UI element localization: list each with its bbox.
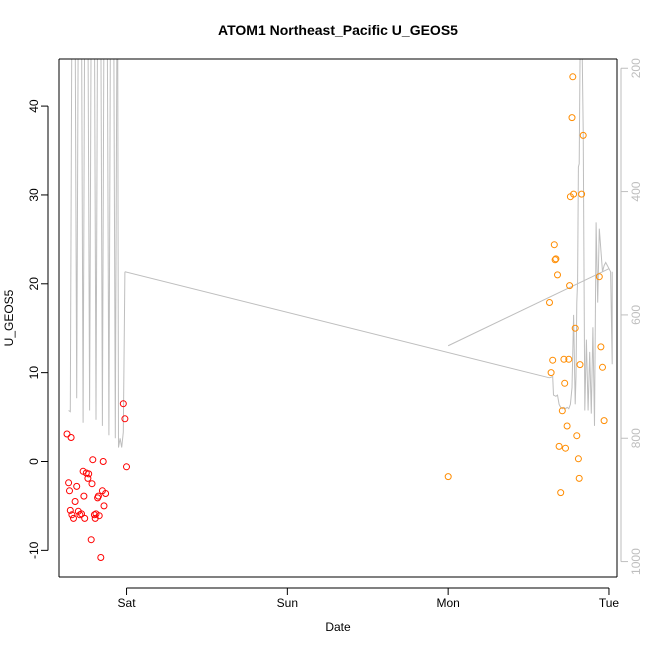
data-point-s2-12 — [560, 355, 568, 363]
x-axis-label: Date — [325, 620, 351, 634]
x-tick-label-2: Sun — [277, 596, 298, 610]
pressure-line-return — [447, 268, 610, 347]
x-tick-label-1: Sat — [118, 596, 137, 610]
data-point-s2-20 — [569, 73, 577, 81]
data-point-s1-3 — [66, 487, 73, 495]
data-point-s1-6 — [68, 511, 76, 519]
data-point-s2-27 — [578, 190, 586, 198]
data-point-s1-21 — [89, 456, 97, 464]
data-point-s2-23 — [573, 432, 581, 440]
pressure-line-segment-2 — [549, 59, 613, 426]
data-point-s1-33 — [119, 400, 127, 408]
data-point-s1-31 — [100, 502, 108, 510]
data-point-s2-3 — [547, 369, 555, 377]
data-point-s2-21 — [570, 190, 578, 198]
data-point-s1-8 — [71, 498, 79, 505]
data-point-s2-5 — [550, 241, 558, 249]
data-point-s1-20 — [88, 480, 96, 488]
data-point-s1-34 — [121, 415, 129, 423]
data-point-s2-9 — [555, 442, 563, 450]
data-point-s1-12 — [78, 510, 85, 518]
y2-tick-label-3: 600 — [629, 305, 643, 325]
data-point-s1-28 — [97, 554, 105, 561]
chart-title: ATOM1 Northeast_Pacific U_GEOS5 — [218, 22, 458, 38]
data-point-s2-19 — [568, 114, 576, 122]
y2-tick-label-5: 1000 — [629, 548, 643, 575]
y-tick-label-1: -10 — [27, 541, 41, 559]
data-point-s2-11 — [558, 407, 566, 415]
data-point-s2-8 — [554, 271, 561, 279]
data-point-s2-32 — [600, 417, 608, 425]
data-point-s1-32 — [102, 490, 110, 497]
data-point-s1-17 — [84, 474, 92, 482]
x-tick-label-4: Tue — [599, 596, 620, 610]
y-tick-label-4: 20 — [27, 277, 41, 291]
data-point-s2-1 — [444, 473, 452, 481]
data-point-s1-18 — [85, 470, 93, 478]
y-tick-label-5: 30 — [27, 188, 41, 202]
data-point-s1-5 — [66, 506, 74, 514]
data-point-s1-7 — [70, 514, 77, 522]
y2-tick-label-1: 200 — [629, 58, 643, 78]
data-point-s2-7 — [552, 255, 560, 263]
plot-area: -10 0 10 20 30 40 Sat Sun Mon Tue 200 400 600 800 1000 — [27, 58, 643, 610]
y-tick-label-2: 0 — [27, 458, 41, 465]
y-tick-label-3: 10 — [27, 366, 41, 380]
data-point-s2-17 — [566, 282, 574, 290]
data-point-s2-14 — [562, 444, 569, 452]
data-point-s2-15 — [563, 422, 571, 430]
data-point-s1-19 — [87, 536, 95, 544]
data-point-s2-29 — [595, 273, 603, 281]
x-tick-label-3: Mon — [436, 596, 459, 610]
pressure-line-segment-1 — [68, 59, 126, 448]
data-point-s1-4 — [67, 434, 75, 441]
data-point-s1-1 — [63, 430, 71, 438]
data-point-s2-28 — [579, 131, 587, 139]
data-point-s2-4 — [549, 356, 557, 364]
data-point-s1-26 — [94, 492, 102, 500]
data-point-s1-30 — [99, 458, 107, 465]
data-point-s1-2 — [65, 479, 73, 487]
data-point-s2-31 — [599, 363, 606, 371]
data-point-s2-6 — [551, 256, 559, 264]
y2-tick-label-2: 400 — [629, 181, 643, 201]
y-axis-label: U_GEOS5 — [2, 289, 16, 346]
data-point-s1-15 — [81, 514, 89, 522]
data-point-s2-10 — [557, 489, 565, 497]
pressure-line-transit — [124, 271, 550, 379]
data-point-s2-13 — [561, 379, 569, 387]
data-point-s2-2 — [546, 299, 553, 306]
data-point-s2-26 — [576, 361, 584, 369]
data-point-s1-35 — [123, 463, 130, 471]
y2-tick-label-4: 800 — [629, 428, 643, 448]
data-point-s1-9 — [73, 482, 81, 490]
data-point-s2-22 — [571, 324, 579, 332]
data-point-s1-14 — [80, 492, 88, 500]
data-point-s2-25 — [575, 474, 583, 482]
data-point-s2-24 — [574, 455, 582, 463]
data-point-s2-30 — [597, 343, 605, 351]
data-point-s1-27 — [95, 512, 103, 520]
data-point-s2-16 — [565, 355, 573, 363]
y-tick-label-6: 40 — [27, 99, 41, 113]
